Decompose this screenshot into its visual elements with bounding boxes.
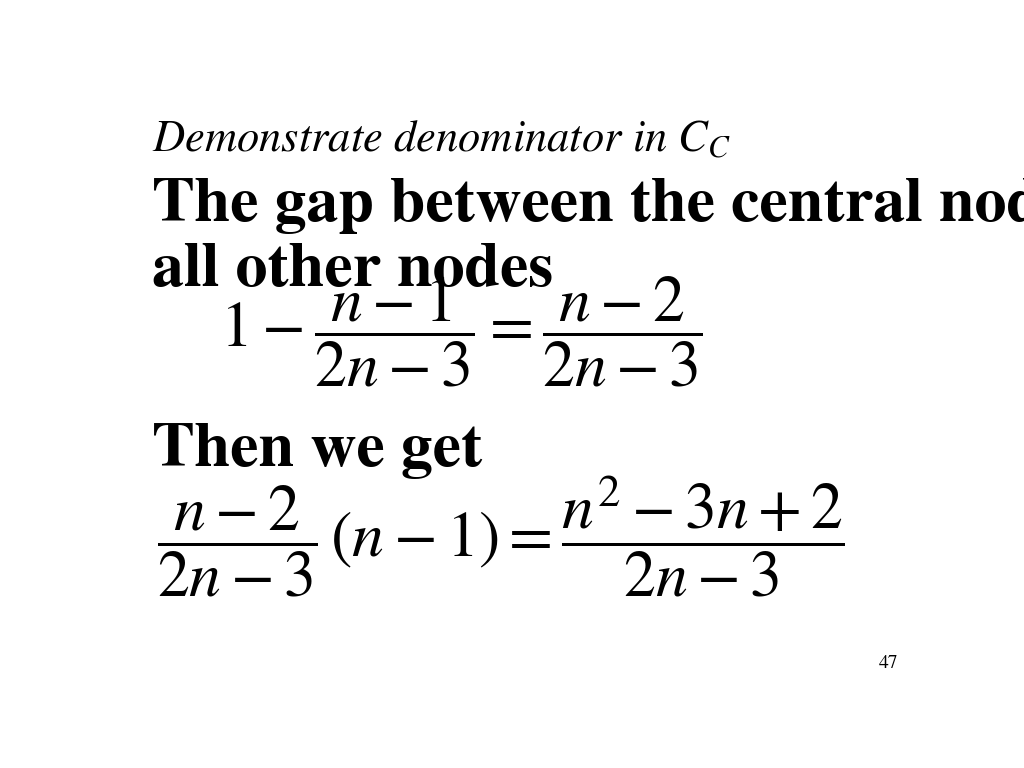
Text: Demonstrate denominator in $C_C$: Demonstrate denominator in $C_C$ bbox=[152, 119, 731, 160]
Text: $\dfrac{n-2}{2n-3}\,(n-1) = \dfrac{n^2-3n+2}{2n-3}$: $\dfrac{n-2}{2n-3}\,(n-1) = \dfrac{n^2-3… bbox=[157, 473, 845, 598]
Text: The gap between the central node to: The gap between the central node to bbox=[152, 178, 1024, 234]
Text: all other nodes: all other nodes bbox=[152, 243, 553, 299]
Text: Then we get: Then we get bbox=[152, 423, 482, 479]
Text: 47: 47 bbox=[879, 654, 898, 672]
Text: $1 - \dfrac{n-1}{2n-3} = \dfrac{n-2}{2n-3}$: $1 - \dfrac{n-1}{2n-3} = \dfrac{n-2}{2n-… bbox=[220, 274, 702, 389]
